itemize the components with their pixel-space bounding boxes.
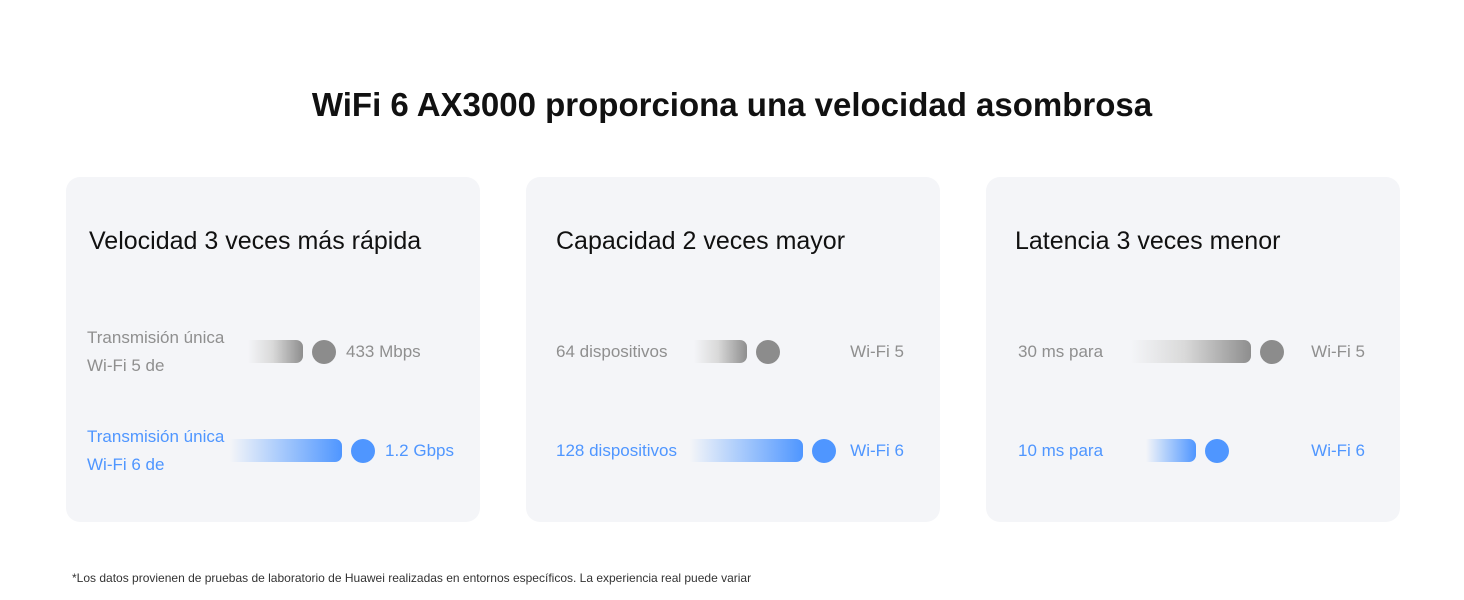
speed-card: Velocidad 3 veces más rápida Transmisión… bbox=[66, 177, 480, 522]
wifi6-capacity-standard: Wi-Fi 6 bbox=[850, 441, 904, 460]
speed-card-title: Velocidad 3 veces más rápida bbox=[89, 227, 422, 255]
wifi5-latency-dot bbox=[1260, 340, 1284, 364]
wifi6-label-line2: Wi-Fi 6 de bbox=[87, 455, 165, 474]
wifi6-capacity-dot bbox=[812, 439, 836, 463]
wifi6-capacity-bar bbox=[690, 439, 803, 462]
wifi6-label-line1: Transmisión única bbox=[87, 427, 225, 446]
footnote: *Los datos provienen de pruebas de labor… bbox=[72, 571, 752, 585]
wifi5-speed-value: 433 Mbps bbox=[346, 342, 421, 361]
wifi6-speed-dot bbox=[351, 439, 375, 463]
wifi5-latency-standard: Wi-Fi 5 bbox=[1311, 342, 1365, 361]
latency-card-title: Latencia 3 veces menor bbox=[1015, 227, 1281, 255]
capacity-card: Capacidad 2 veces mayor 64 dispositivos … bbox=[526, 177, 940, 522]
wifi5-latency-label: 30 ms para bbox=[1018, 342, 1104, 361]
wifi5-label-line2: Wi-Fi 5 de bbox=[87, 356, 165, 375]
wifi5-devices-label: 64 dispositivos bbox=[556, 342, 668, 361]
wifi6-latency-standard: Wi-Fi 6 bbox=[1311, 441, 1365, 460]
wifi6-speed-value: 1.2 Gbps bbox=[385, 441, 454, 460]
capacity-card-title: Capacidad 2 veces mayor bbox=[556, 227, 846, 255]
wifi5-capacity-bar bbox=[694, 340, 747, 363]
wifi5-latency-bar bbox=[1131, 340, 1251, 363]
wifi6-speed-bar bbox=[230, 439, 342, 462]
wifi5-label-line1: Transmisión única bbox=[87, 328, 225, 347]
wifi6-latency-bar bbox=[1146, 439, 1196, 462]
wifi5-speed-dot bbox=[312, 340, 336, 364]
wifi5-capacity-standard: Wi-Fi 5 bbox=[850, 342, 904, 361]
wifi6-latency-label: 10 ms para bbox=[1018, 441, 1104, 460]
wifi6-latency-dot bbox=[1205, 439, 1229, 463]
page-title: WiFi 6 AX3000 proporciona una velocidad … bbox=[311, 86, 1153, 123]
wifi5-speed-bar bbox=[248, 340, 303, 363]
wifi5-capacity-dot bbox=[756, 340, 780, 364]
wifi6-devices-label: 128 dispositivos bbox=[556, 441, 677, 460]
latency-card: Latencia 3 veces menor 30 ms para Wi-Fi … bbox=[986, 177, 1400, 522]
